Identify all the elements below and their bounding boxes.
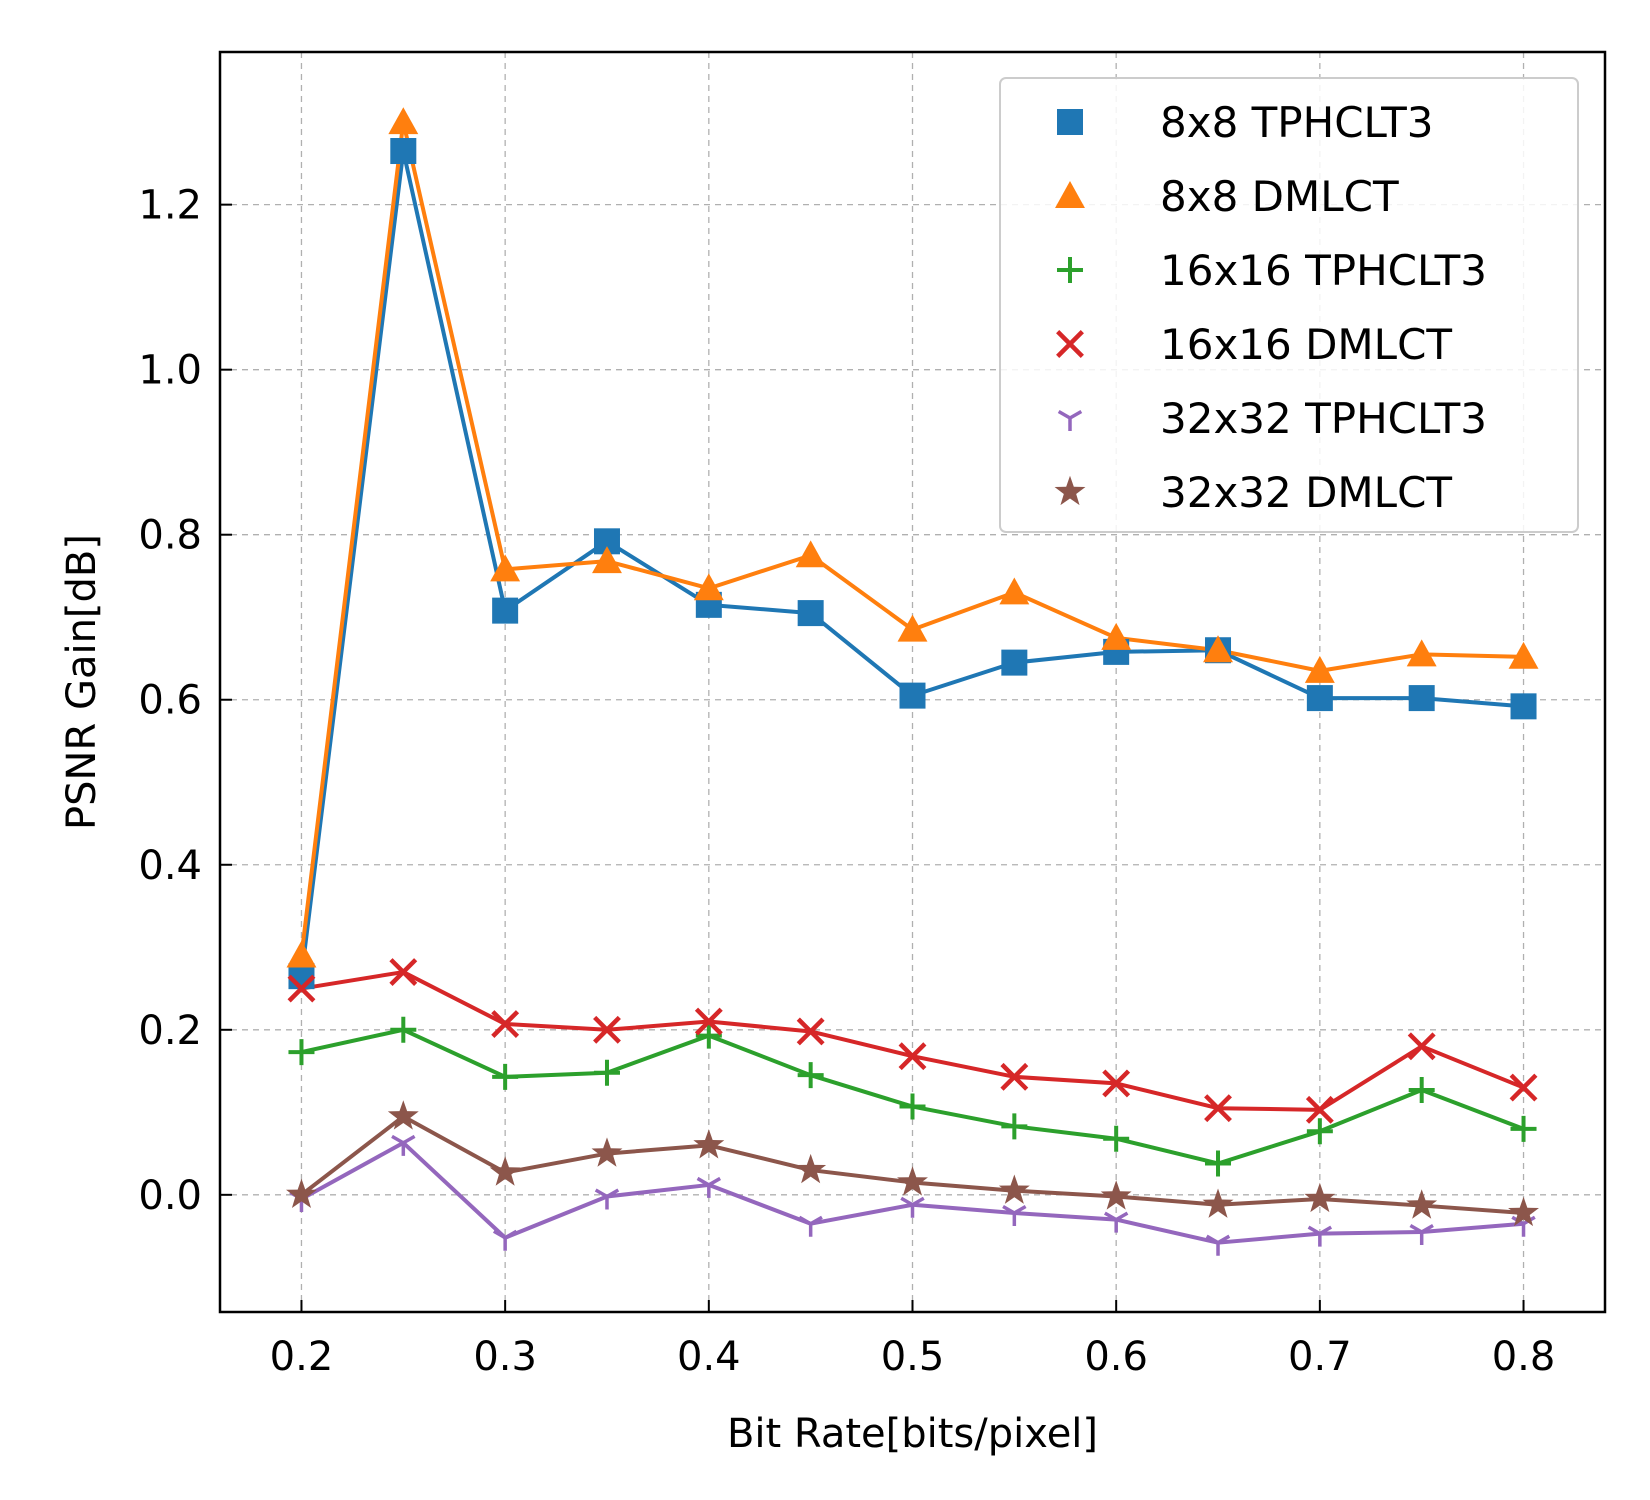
- data-point: [1307, 685, 1333, 711]
- data-point: [1511, 693, 1537, 719]
- x-tick-label: 0.2: [270, 1334, 334, 1380]
- y-tick-label: 1.2: [138, 183, 202, 229]
- legend-label: 32x32 TPHCLT3: [1160, 394, 1487, 443]
- y-tick-label: 0.2: [138, 1008, 202, 1054]
- y-tick-label: 0.0: [138, 1173, 202, 1219]
- legend-marker: [1057, 109, 1083, 135]
- y-tick-label: 1.0: [138, 348, 202, 394]
- data-point: [390, 138, 416, 164]
- legend: 8x8 TPHCLT3 8x8 DMLCT 16x16 TPHCLT3 16x16 D…: [1000, 78, 1578, 532]
- y-tick-label: 0.4: [138, 843, 202, 889]
- y-axis-label: PSNR Gain[dB]: [59, 534, 105, 830]
- x-tick-label: 0.7: [1288, 1334, 1352, 1380]
- legend-label: 16x16 TPHCLT3: [1160, 246, 1487, 295]
- x-axis-label: Bit Rate[bits/pixel]: [727, 1411, 1098, 1457]
- legend-label: 8x8 DMLCT: [1160, 172, 1399, 221]
- data-point: [1001, 650, 1027, 676]
- legend-label: 8x8 TPHCLT3: [1160, 98, 1434, 147]
- x-tick-label: 0.4: [677, 1334, 741, 1380]
- data-point: [1409, 685, 1435, 711]
- legend-label: 16x16 DMLCT: [1160, 320, 1452, 369]
- x-tick-label: 0.6: [1084, 1334, 1148, 1380]
- legend-label: 32x32 DMLCT: [1160, 468, 1452, 517]
- data-point: [900, 683, 926, 709]
- x-tick-label: 0.5: [881, 1334, 945, 1380]
- y-tick-label: 0.6: [138, 678, 202, 724]
- data-point: [492, 598, 518, 624]
- data-point: [798, 600, 824, 626]
- y-tick-label: 0.8: [138, 513, 202, 559]
- x-tick-label: 0.3: [473, 1334, 537, 1380]
- x-tick-label: 0.8: [1492, 1334, 1556, 1380]
